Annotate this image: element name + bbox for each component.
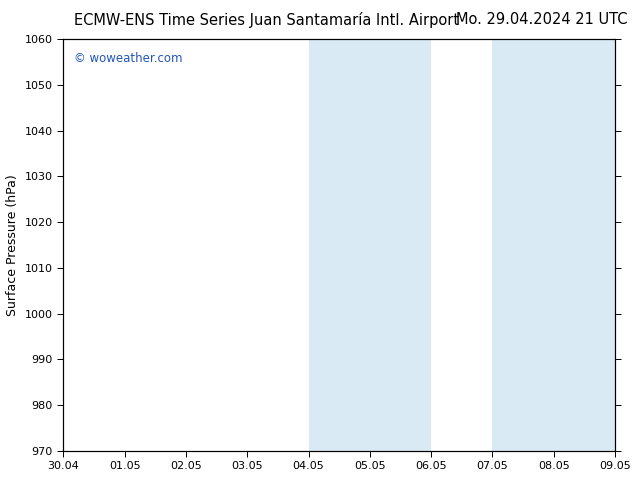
Bar bbox=[493, 39, 615, 451]
Text: © woweather.com: © woweather.com bbox=[74, 51, 183, 65]
Y-axis label: Surface Pressure (hPa): Surface Pressure (hPa) bbox=[6, 174, 19, 316]
Text: Mo. 29.04.2024 21 UTC: Mo. 29.04.2024 21 UTC bbox=[456, 12, 628, 27]
Text: ECMW-ENS Time Series Juan Santamaría Intl. Airport: ECMW-ENS Time Series Juan Santamaría Int… bbox=[74, 12, 459, 28]
Bar bbox=[309, 39, 431, 451]
